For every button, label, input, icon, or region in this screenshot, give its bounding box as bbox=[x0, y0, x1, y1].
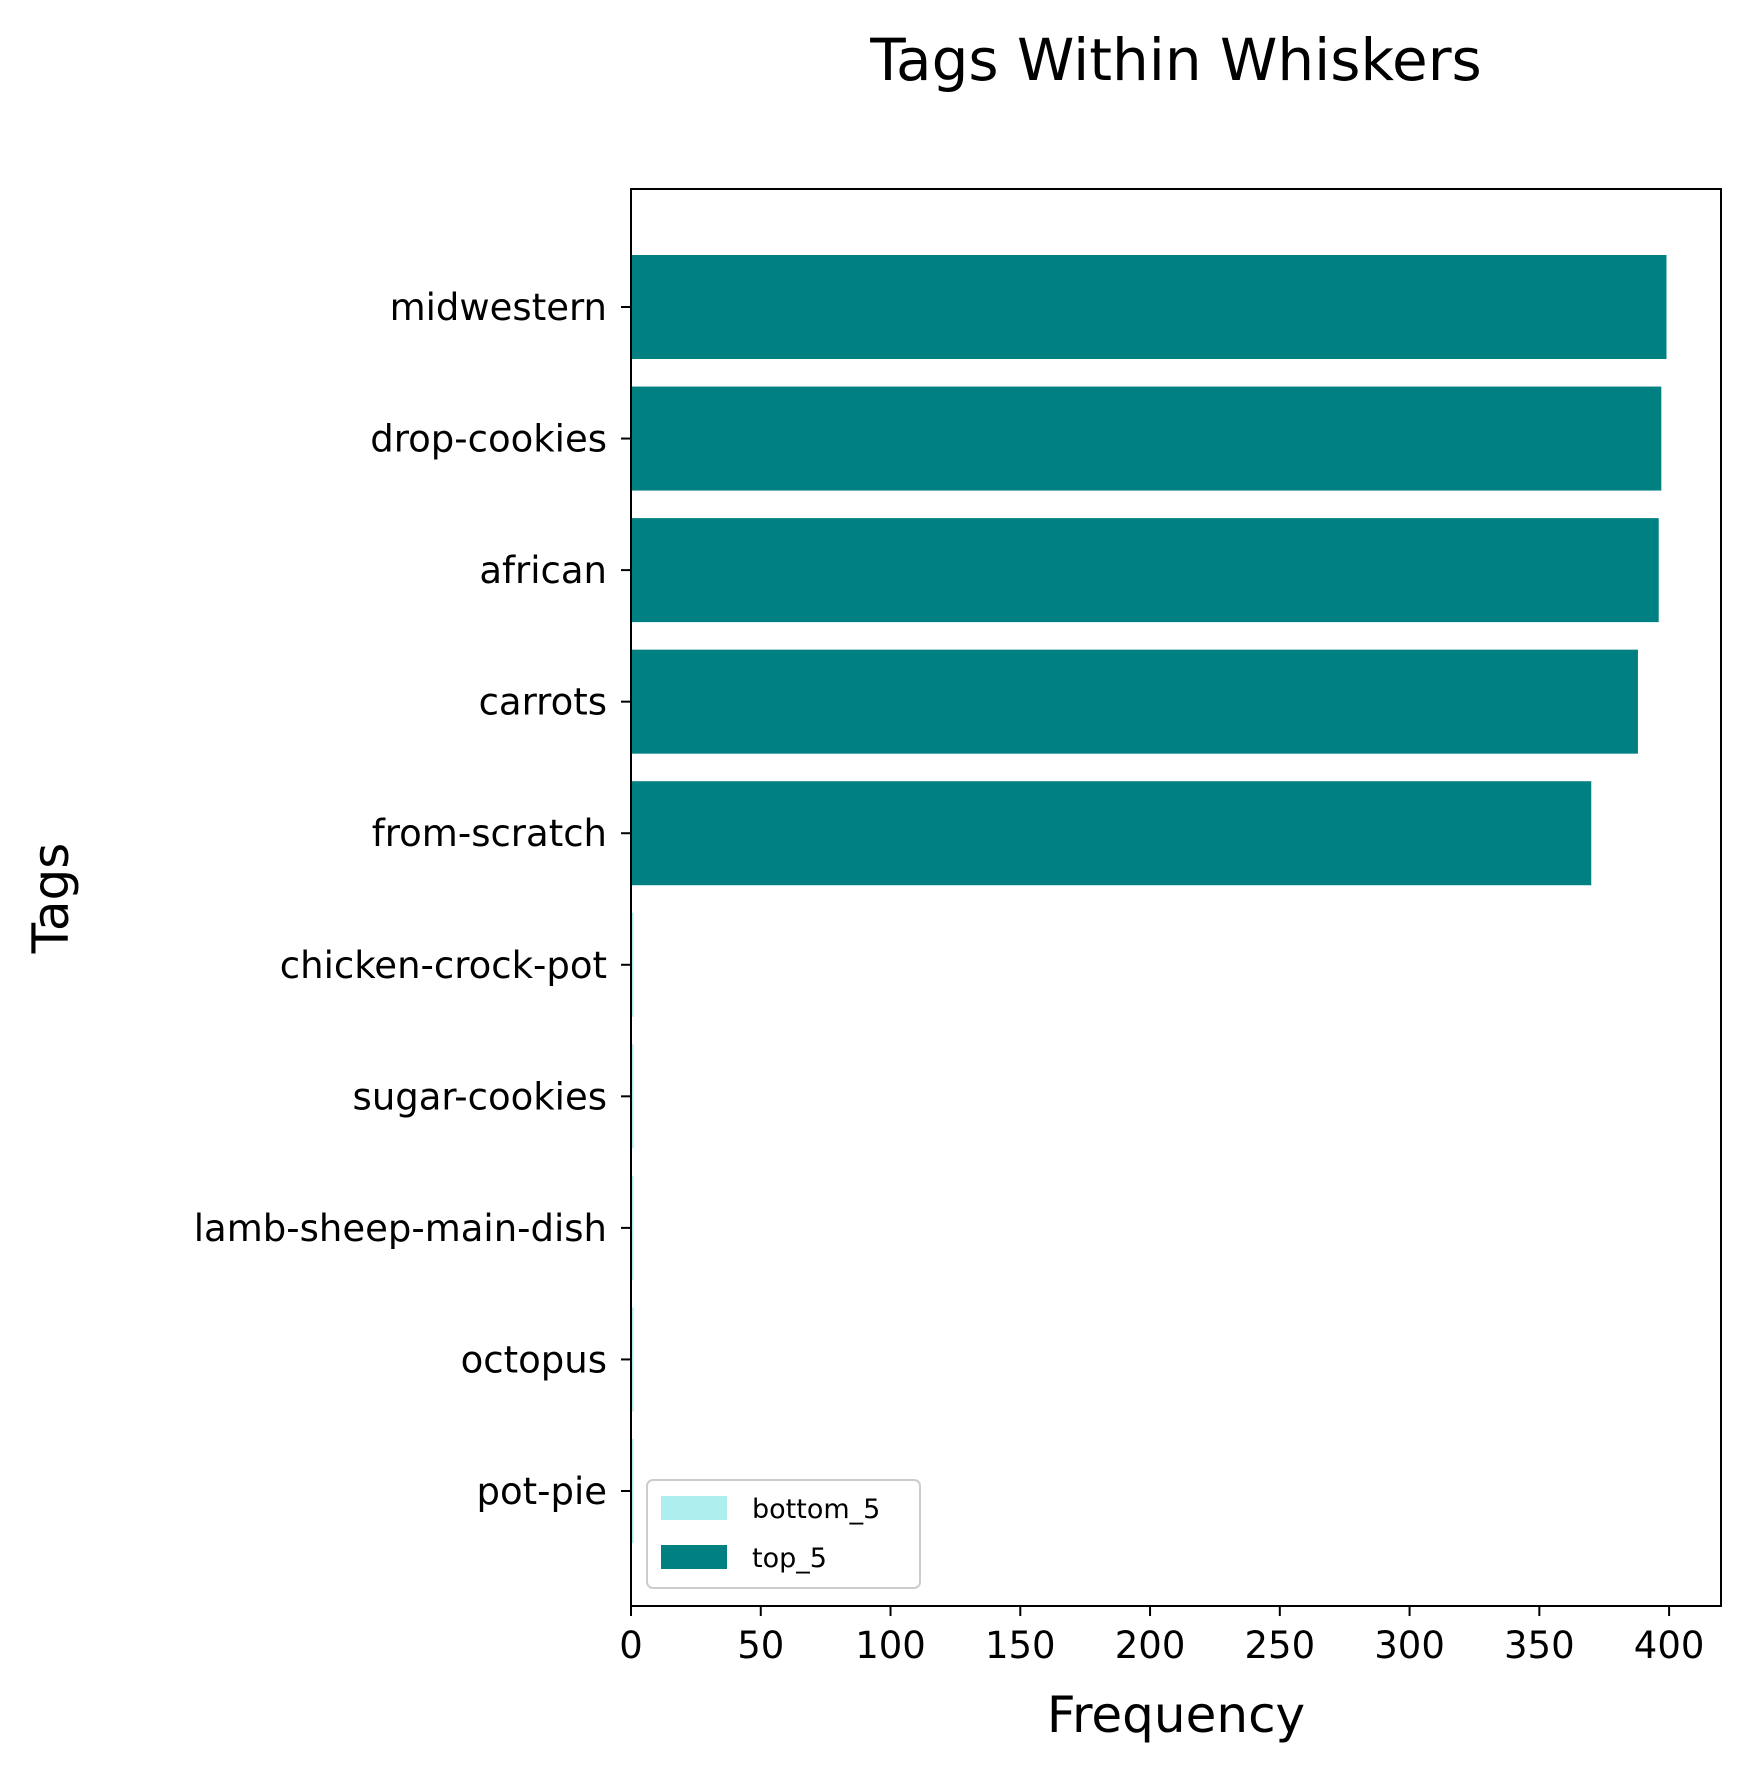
bars bbox=[631, 255, 1667, 1543]
y-tick-label: sugar-cookies bbox=[353, 1075, 607, 1118]
bar-top-5-from-scratch bbox=[631, 781, 1592, 886]
bar-top-5-drop-cookies bbox=[631, 386, 1662, 491]
bar-top-5-midwestern bbox=[631, 255, 1667, 359]
x-tick-label: 300 bbox=[1374, 1624, 1445, 1667]
y-tick-label: african bbox=[479, 549, 607, 592]
x-axis-ticks: 0 50 100 150 200 250 300 350 400 bbox=[619, 1606, 1704, 1667]
y-axis-ticks: midwestern drop-cookies african carrots from… bbox=[194, 286, 631, 1513]
chart-title: Tags Within Whiskers bbox=[869, 26, 1482, 94]
bar-bottom-5-sugar-cookies bbox=[631, 1044, 634, 1149]
bar-bottom-5-octopus bbox=[631, 1307, 634, 1412]
bar-bottom-5-lamb-sheep-main-dish bbox=[631, 1175, 634, 1280]
plot-area-frame bbox=[630, 188, 1722, 1607]
x-tick-label: 50 bbox=[737, 1624, 784, 1667]
bar-top-5-african bbox=[631, 518, 1659, 623]
legend-swatch-bottom-5 bbox=[661, 1496, 727, 1520]
y-tick-label: carrots bbox=[479, 681, 607, 724]
x-tick-label: 150 bbox=[985, 1624, 1056, 1667]
legend-swatch-top-5 bbox=[661, 1545, 727, 1569]
x-tick-label: 350 bbox=[1504, 1624, 1575, 1667]
legend-label-top-5: top_5 bbox=[752, 1543, 827, 1574]
x-axis-label: Frequency bbox=[1047, 1686, 1305, 1744]
bar-bottom-5-pot-pie bbox=[631, 1439, 634, 1543]
y-tick-label: from-scratch bbox=[372, 812, 607, 855]
legend: bottom_5 top_5 bbox=[646, 1479, 921, 1589]
y-axis-label: Tags bbox=[22, 843, 80, 955]
legend-label-bottom-5: bottom_5 bbox=[752, 1494, 880, 1525]
y-tick-label: midwestern bbox=[390, 286, 607, 329]
y-tick-label: drop-cookies bbox=[370, 418, 607, 461]
y-tick-label: lamb-sheep-main-dish bbox=[194, 1207, 607, 1250]
x-tick-label: 400 bbox=[1634, 1624, 1705, 1667]
y-tick-label: pot-pie bbox=[476, 1470, 607, 1513]
x-tick-label: 0 bbox=[619, 1624, 643, 1667]
x-tick-label: 200 bbox=[1115, 1624, 1186, 1667]
y-tick-label: octopus bbox=[461, 1338, 607, 1381]
y-tick-label: chicken-crock-pot bbox=[280, 944, 607, 987]
x-tick-label: 250 bbox=[1244, 1624, 1315, 1667]
bar-bottom-5-chicken-crock-pot bbox=[631, 912, 634, 1017]
x-tick-label: 100 bbox=[855, 1624, 926, 1667]
bar-top-5-carrots bbox=[631, 649, 1638, 754]
